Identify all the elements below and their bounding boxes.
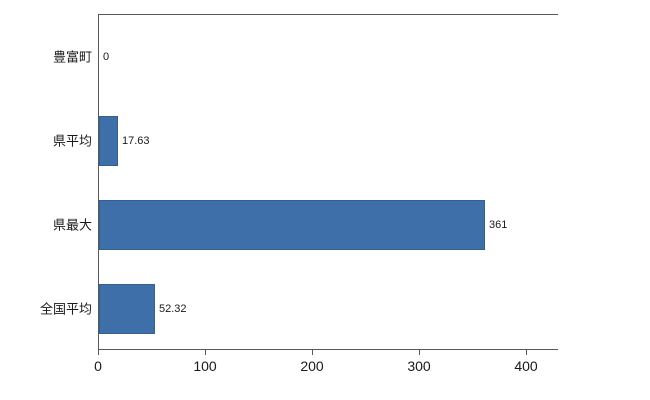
plot-area: 0 17.63 361 52.32 — [98, 14, 558, 350]
x-tick-label: 300 — [407, 358, 431, 374]
x-tick-label: 400 — [514, 358, 538, 374]
bar-value-label: 361 — [489, 219, 508, 231]
x-tick-label: 200 — [300, 358, 324, 374]
x-tick-mark — [419, 350, 420, 355]
x-tick-mark — [98, 350, 99, 355]
bar — [99, 116, 118, 166]
bar-value-label: 17.63 — [122, 135, 150, 147]
bar-value-label: 0 — [103, 51, 110, 63]
category-label: 県最大 — [52, 217, 92, 233]
x-tick-mark — [205, 350, 206, 355]
bar-value-label: 52.32 — [159, 303, 187, 315]
category-label: 県平均 — [52, 133, 92, 149]
category-label: 豊富町 — [52, 49, 92, 65]
bar — [99, 284, 155, 334]
x-tick-mark — [312, 350, 313, 355]
x-tick-label: 0 — [94, 358, 102, 374]
category-label: 全国平均 — [39, 301, 92, 317]
x-tick-mark — [526, 350, 527, 355]
bar — [99, 200, 485, 250]
x-tick-label: 100 — [193, 358, 217, 374]
